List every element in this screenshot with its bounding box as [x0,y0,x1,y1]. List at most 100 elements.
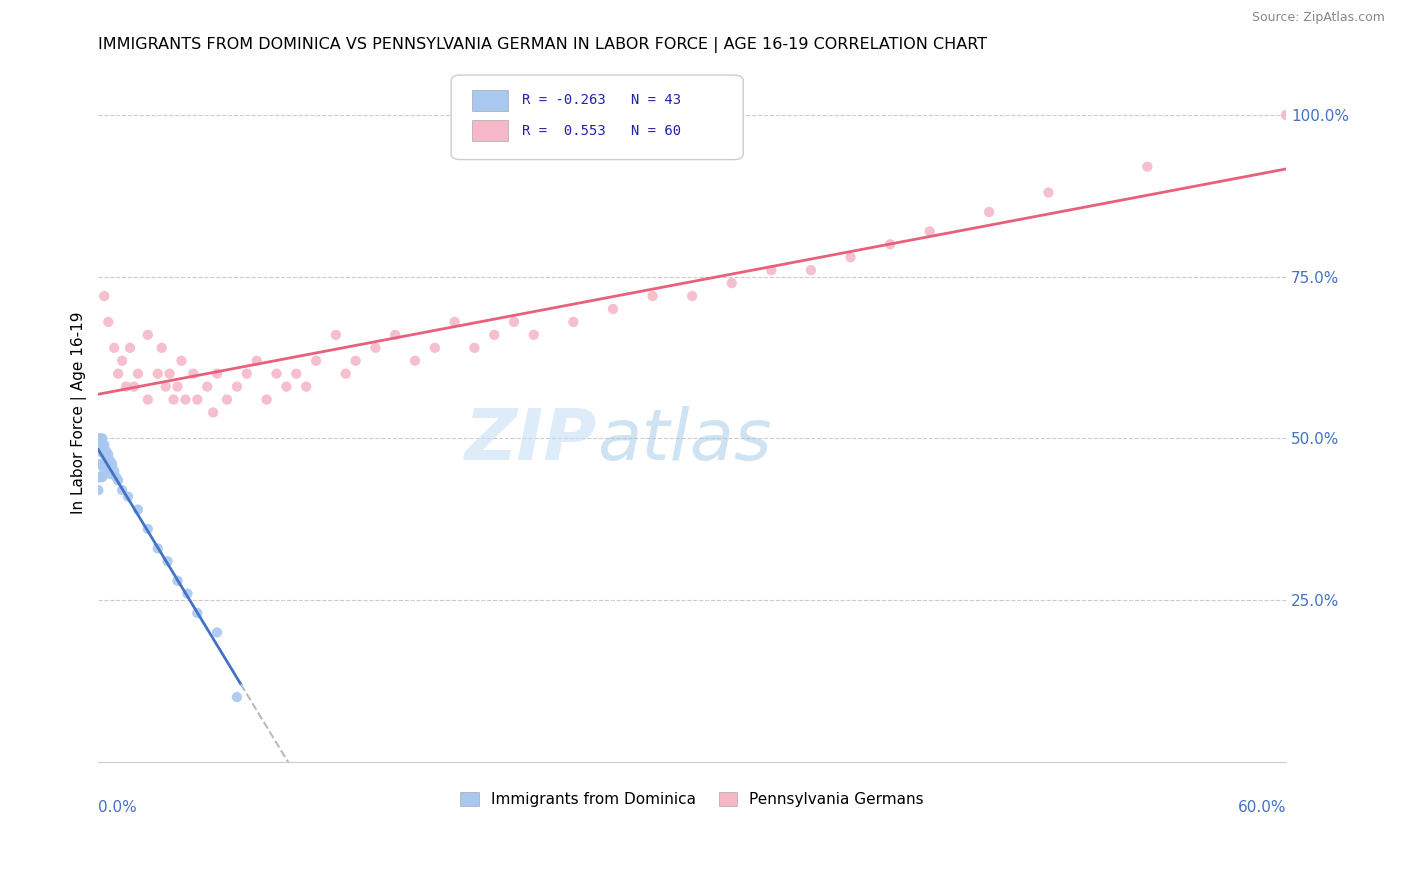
Point [174,392,197,407]
Point [295,379,318,393]
Point [977,205,1000,219]
Point [103,464,125,478]
Point [122,379,145,393]
Point [335,367,357,381]
Point [89,444,111,458]
Point [91,438,114,452]
Point [146,541,169,556]
Point [800,263,823,277]
Point [384,327,406,342]
Point [107,474,129,488]
Point [404,353,426,368]
Point [118,341,141,355]
Point [87,434,110,449]
Point [423,341,446,355]
Point [170,353,193,368]
Point [89,457,111,471]
Point [463,341,485,355]
Y-axis label: In Labor Force | Age 16-19: In Labor Force | Age 16-19 [72,311,87,514]
Point [87,431,110,445]
Point [103,341,125,355]
Point [105,470,128,484]
Point [93,289,115,303]
Point [150,341,173,355]
Point [681,289,703,303]
Point [98,467,121,481]
Point [305,353,328,368]
Text: R = -0.263   N = 43: R = -0.263 N = 43 [522,94,682,107]
Point [166,379,188,393]
Point [136,392,159,407]
Text: 0.0%: 0.0% [98,800,138,815]
Point [159,367,181,381]
Point [225,379,247,393]
Point [87,470,110,484]
Point [97,315,120,329]
Point [443,315,465,329]
Point [202,405,225,419]
Point [91,444,114,458]
Point [98,454,121,468]
Point [285,367,308,381]
Point [246,353,269,368]
Point [325,327,347,342]
Point [127,502,149,516]
FancyBboxPatch shape [472,120,508,142]
Point [111,483,134,497]
Point [155,379,177,393]
Point [101,457,124,471]
Point [215,392,238,407]
Point [117,490,139,504]
Text: R =  0.553   N = 60: R = 0.553 N = 60 [522,124,682,138]
Point [205,367,228,381]
Point [839,250,862,264]
Point [93,438,115,452]
Point [183,367,205,381]
Point [761,263,783,277]
Point [89,431,111,445]
Point [91,457,114,471]
Point [918,224,941,238]
Point [166,574,188,588]
Text: Source: ZipAtlas.com: Source: ZipAtlas.com [1251,11,1385,24]
Point [89,434,111,449]
Point [87,483,110,497]
Point [195,379,218,393]
Point [276,379,298,393]
Text: atlas: atlas [598,406,772,475]
Point [1275,108,1298,122]
Point [503,315,526,329]
Point [127,367,149,381]
Point [266,367,288,381]
Point [87,444,110,458]
Point [1136,160,1159,174]
Text: IMMIGRANTS FROM DOMINICA VS PENNSYLVANIA GERMAN IN LABOR FORCE | AGE 16-19 CORRE: IMMIGRANTS FROM DOMINICA VS PENNSYLVANIA… [98,37,987,54]
Point [641,289,664,303]
Point [89,438,111,452]
Point [136,522,159,536]
Point [879,237,901,252]
Text: 60.0%: 60.0% [1237,800,1286,815]
Point [89,470,111,484]
Point [602,301,624,316]
Point [87,438,110,452]
Point [93,464,115,478]
Point [344,353,367,368]
Point [146,367,169,381]
Point [484,327,506,342]
Point [96,444,118,458]
Point [162,392,184,407]
Point [176,586,198,600]
Point [205,625,228,640]
Text: ZIP: ZIP [465,406,598,475]
Point [115,379,138,393]
Point [97,448,120,462]
Point [720,276,742,290]
Point [562,315,585,329]
Point [111,353,134,368]
FancyBboxPatch shape [451,75,744,160]
Point [87,457,110,471]
Point [136,327,159,342]
Point [364,341,387,355]
Legend: Immigrants from Dominica, Pennsylvania Germans: Immigrants from Dominica, Pennsylvania G… [454,786,931,814]
